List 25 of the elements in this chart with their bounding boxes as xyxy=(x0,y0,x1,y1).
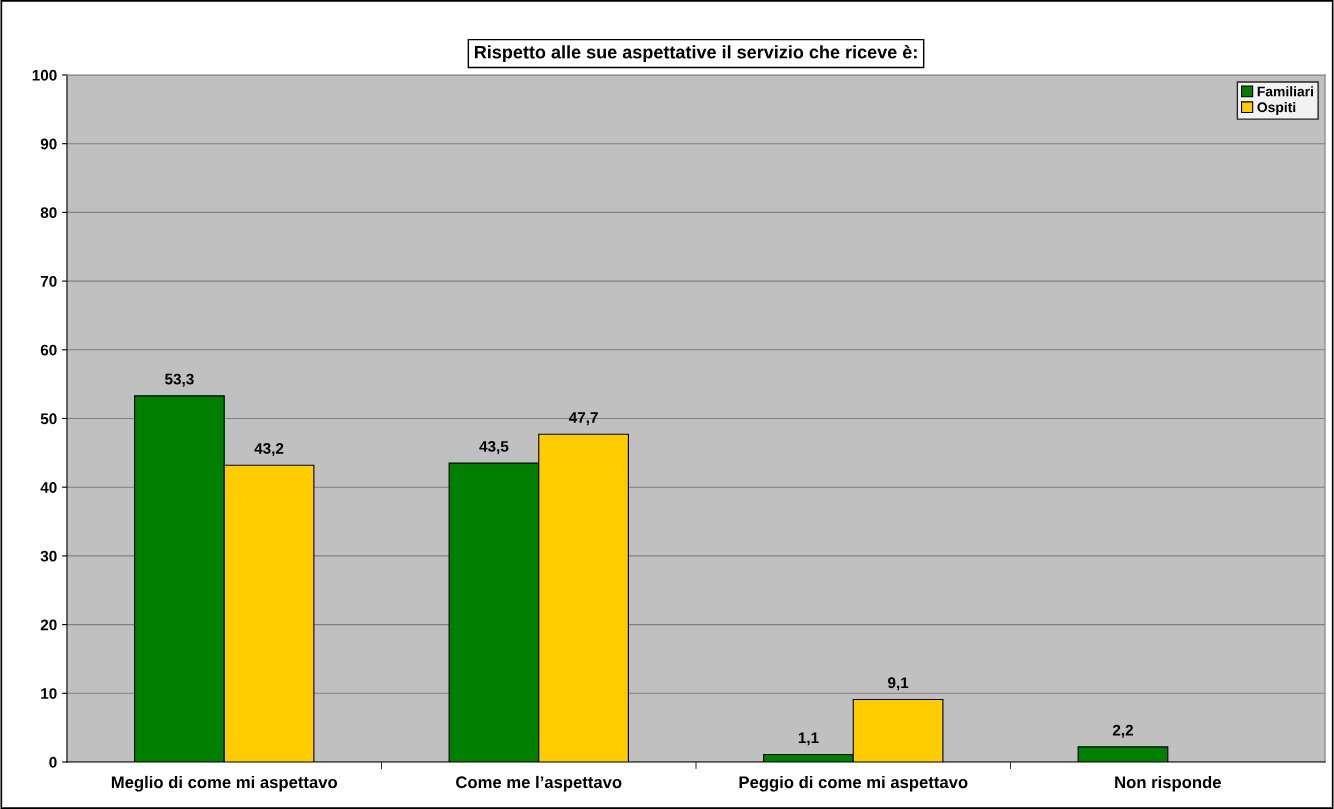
y-tick-label: 70 xyxy=(40,275,57,287)
y-tick-label: 0 xyxy=(49,756,57,768)
x-tick-label: Peggio di come mi aspettavo xyxy=(739,775,968,792)
legend-label: Ospiti xyxy=(1257,101,1296,115)
y-tick-label: 40 xyxy=(40,482,57,493)
data-label: 2,2 xyxy=(1112,724,1133,738)
data-label: 1,1 xyxy=(798,732,819,746)
data-label: 47,7 xyxy=(568,412,598,426)
data-label: 43,5 xyxy=(479,440,509,455)
y-tick-label: 20 xyxy=(40,619,57,631)
data-label: 53,3 xyxy=(165,373,194,387)
x-tick-label: Non risponde xyxy=(1115,775,1221,792)
y-tick-label: 10 xyxy=(41,688,57,699)
legend-label: Familiari xyxy=(1257,86,1313,97)
y-tick-label: 30 xyxy=(40,550,57,562)
data-label: 9,1 xyxy=(888,677,909,691)
y-tick-label: 80 xyxy=(40,207,57,219)
chart-title: Rispetto alle sue aspettative il servizio che riceve è: xyxy=(474,45,917,63)
y-tick-label: 60 xyxy=(40,344,57,356)
y-tick-label: 50 xyxy=(40,413,57,425)
data-label: 43,2 xyxy=(254,443,284,457)
x-tick-label: Come me l’aspettavo xyxy=(456,775,622,792)
y-tick-label: 90 xyxy=(40,138,57,150)
x-tick-label: Meglio di come mi aspettavo xyxy=(111,775,338,792)
y-tick-label: 100 xyxy=(32,69,57,81)
